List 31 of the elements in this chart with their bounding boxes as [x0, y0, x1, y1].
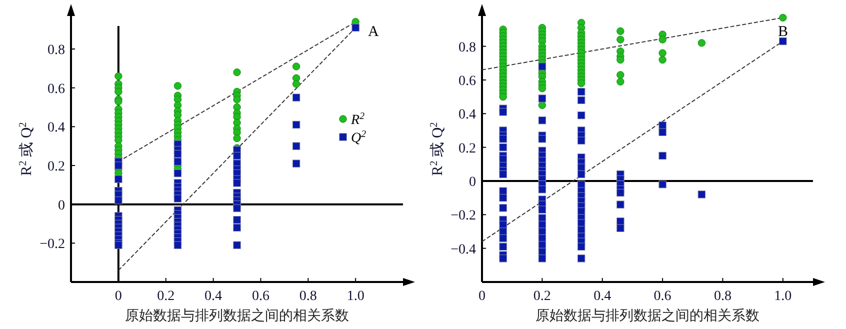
y-tick-label: 0.6	[48, 82, 65, 97]
y-tick-label: 0	[58, 198, 65, 214]
x-axis-title: 原始数据与排列数据之间的相关系数	[536, 308, 760, 324]
x-tick-label: 0.4	[204, 289, 222, 304]
annotation: A	[368, 24, 379, 40]
x-tick-label: 0.8	[299, 289, 317, 304]
x-tick-label: 1.0	[346, 289, 364, 304]
legend-label: Q$^{2}$	[351, 128, 366, 146]
x-tick-label: 1.0	[774, 289, 792, 304]
x-tick-label: 0.6	[654, 289, 672, 304]
y-tick-label: 0.8	[48, 43, 65, 58]
y-tick-label: −0.2	[450, 208, 476, 224]
y-tick-label: 0.2	[458, 141, 476, 156]
x-tick-label: 0.4	[594, 289, 612, 304]
y-tick-label: 0.8	[458, 40, 476, 56]
x-tick-label: 0.8	[714, 289, 732, 304]
x-tick-label: 0.6	[252, 289, 270, 304]
y-tick-label: −0.2	[40, 237, 65, 252]
y-tick-label: 0.6	[458, 74, 476, 89]
legend-label: R$^{2}$	[350, 110, 365, 128]
x-tick-label: 0	[114, 289, 122, 304]
x-axis-title: 原始数据与排列数据之间的相关系数	[125, 308, 349, 324]
y-tick-label: 0	[469, 174, 476, 190]
x-tick-label: 0.2	[157, 289, 175, 304]
annotation: B	[778, 24, 788, 40]
x-tick-label: 0	[478, 289, 486, 304]
y-tick-label: 0.2	[48, 160, 65, 175]
y-tick-label: −0.4	[450, 242, 476, 258]
y-tick-label: 0.4	[458, 108, 476, 123]
x-tick-label: 0.2	[533, 289, 551, 304]
y-tick-label: 0.4	[48, 120, 65, 136]
